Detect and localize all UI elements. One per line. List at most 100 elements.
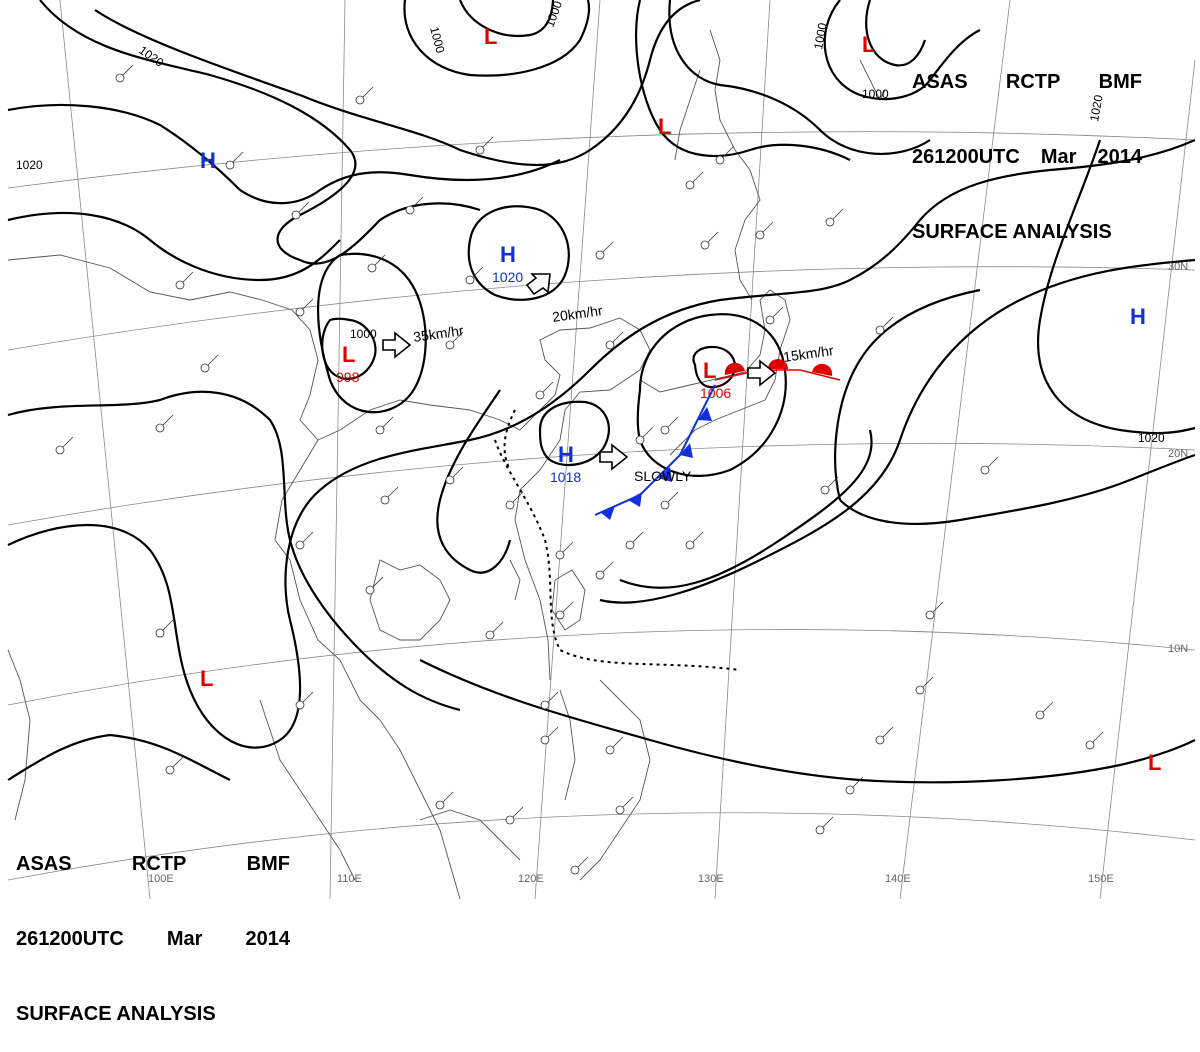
station-circle [155, 628, 165, 638]
wind-barb [162, 414, 174, 426]
wind-barb [852, 776, 864, 788]
station-circle [660, 425, 670, 435]
high-center-label: H [200, 148, 216, 173]
low-center-value: 1006 [700, 385, 731, 401]
station-circle [595, 570, 605, 580]
wind-barb [374, 254, 386, 266]
header-center: RCTP [131, 853, 187, 875]
high-center-value: 1020 [492, 269, 523, 285]
station-circle [505, 815, 515, 825]
wind-barb [302, 691, 314, 703]
wind-barb [987, 456, 999, 468]
lon-label: 110E [337, 873, 362, 885]
wind-barb [882, 316, 894, 328]
wind-barb [122, 64, 134, 76]
header-time-row: 261200UTC Mar 2014 [16, 927, 290, 952]
isobar-label: 1020 [1138, 431, 1165, 445]
station-circle [755, 230, 765, 240]
high-center-label: H [500, 242, 516, 267]
low-center-label: L [484, 24, 497, 49]
wind-barb [577, 856, 589, 868]
wind-barb [232, 151, 244, 163]
lat-label: 10N [1168, 643, 1188, 655]
low-center-label: L [658, 114, 671, 139]
lon-label: 130E [698, 873, 724, 885]
header-year: 2014 [245, 928, 290, 950]
header-agency: ASAS [16, 853, 72, 875]
low-center-label: L [862, 32, 875, 57]
wind-barb [362, 86, 374, 98]
header-top-right: ASAS RCTP BMF 261200UTC Mar 2014 SURFACE… [912, 20, 1142, 270]
station-circle [295, 307, 305, 317]
lon-label: 100E [148, 873, 174, 885]
wind-barb [762, 221, 774, 233]
wind-barb [562, 601, 574, 613]
wind-barb [612, 331, 624, 343]
header-month: Mar [166, 928, 203, 950]
wind-barb [207, 354, 219, 366]
wind-barb [472, 266, 484, 278]
station-circle [475, 145, 485, 155]
wind-barb [667, 491, 679, 503]
station-circle [175, 280, 185, 290]
header-product: SURFACE ANALYSIS [912, 221, 1112, 243]
lat-label: 30N [1168, 261, 1188, 273]
lat-label: 20N [1168, 448, 1188, 460]
isobar-label: 1000 [811, 21, 829, 50]
header-unit: BMF [1098, 71, 1142, 93]
wind-barb [302, 531, 314, 543]
station-circle [445, 475, 455, 485]
station-circle [625, 540, 635, 550]
wind-barb [512, 491, 524, 503]
station-circle [820, 485, 830, 495]
station-circle [535, 390, 545, 400]
wind-barb [372, 576, 384, 588]
station-circle [915, 685, 925, 695]
wind-barb [442, 791, 454, 803]
low-center-label: L [1148, 750, 1161, 775]
station-circle [875, 325, 885, 335]
wind-barb [162, 619, 174, 631]
wind-barb [602, 561, 614, 573]
header-time: 261200UTC [16, 928, 124, 950]
wind-barb [62, 436, 74, 448]
wind-barb [512, 806, 524, 818]
grid-labels: 100E 110E 120E 130E 140E 150E 30N 20N 10… [148, 261, 1188, 885]
header-year: 2014 [1097, 146, 1142, 168]
station-circle [405, 205, 415, 215]
station-circle [1085, 740, 1095, 750]
station-circle [540, 700, 550, 710]
station-circle [55, 445, 65, 455]
station-circle [465, 275, 475, 285]
wind-barb [562, 541, 574, 553]
station-circle [200, 363, 210, 373]
header-unit: BMF [246, 853, 290, 875]
wind-barb [302, 298, 314, 310]
station-circle [380, 495, 390, 505]
wind-barb [692, 171, 704, 183]
header-agency: ASAS [912, 71, 968, 93]
motion-label: 20km/hr [551, 302, 604, 325]
header-agency-row: ASAS RCTP BMF [16, 852, 290, 877]
high-center-value: 1018 [550, 469, 581, 485]
header-month: Mar [1040, 146, 1077, 168]
station-circle [375, 425, 385, 435]
wind-barb [1042, 701, 1054, 713]
wind-barb [382, 416, 394, 428]
wind-barb [482, 136, 494, 148]
wind-barb [772, 306, 784, 318]
station-circle [505, 500, 515, 510]
wind-barb [707, 231, 719, 243]
wind-barb [1092, 731, 1104, 743]
station-circle [555, 610, 565, 620]
station-circle [660, 500, 670, 510]
station-circle [845, 785, 855, 795]
low-center-label: L [200, 666, 213, 691]
low-center-label: L [703, 358, 716, 383]
wind-barb [182, 271, 194, 283]
station-circle [765, 315, 775, 325]
header-time-row: 261200UTC Mar 2014 [912, 145, 1142, 170]
cold-front [594, 384, 716, 520]
coastlines [7, 29, 886, 899]
wind-barb [832, 208, 844, 220]
